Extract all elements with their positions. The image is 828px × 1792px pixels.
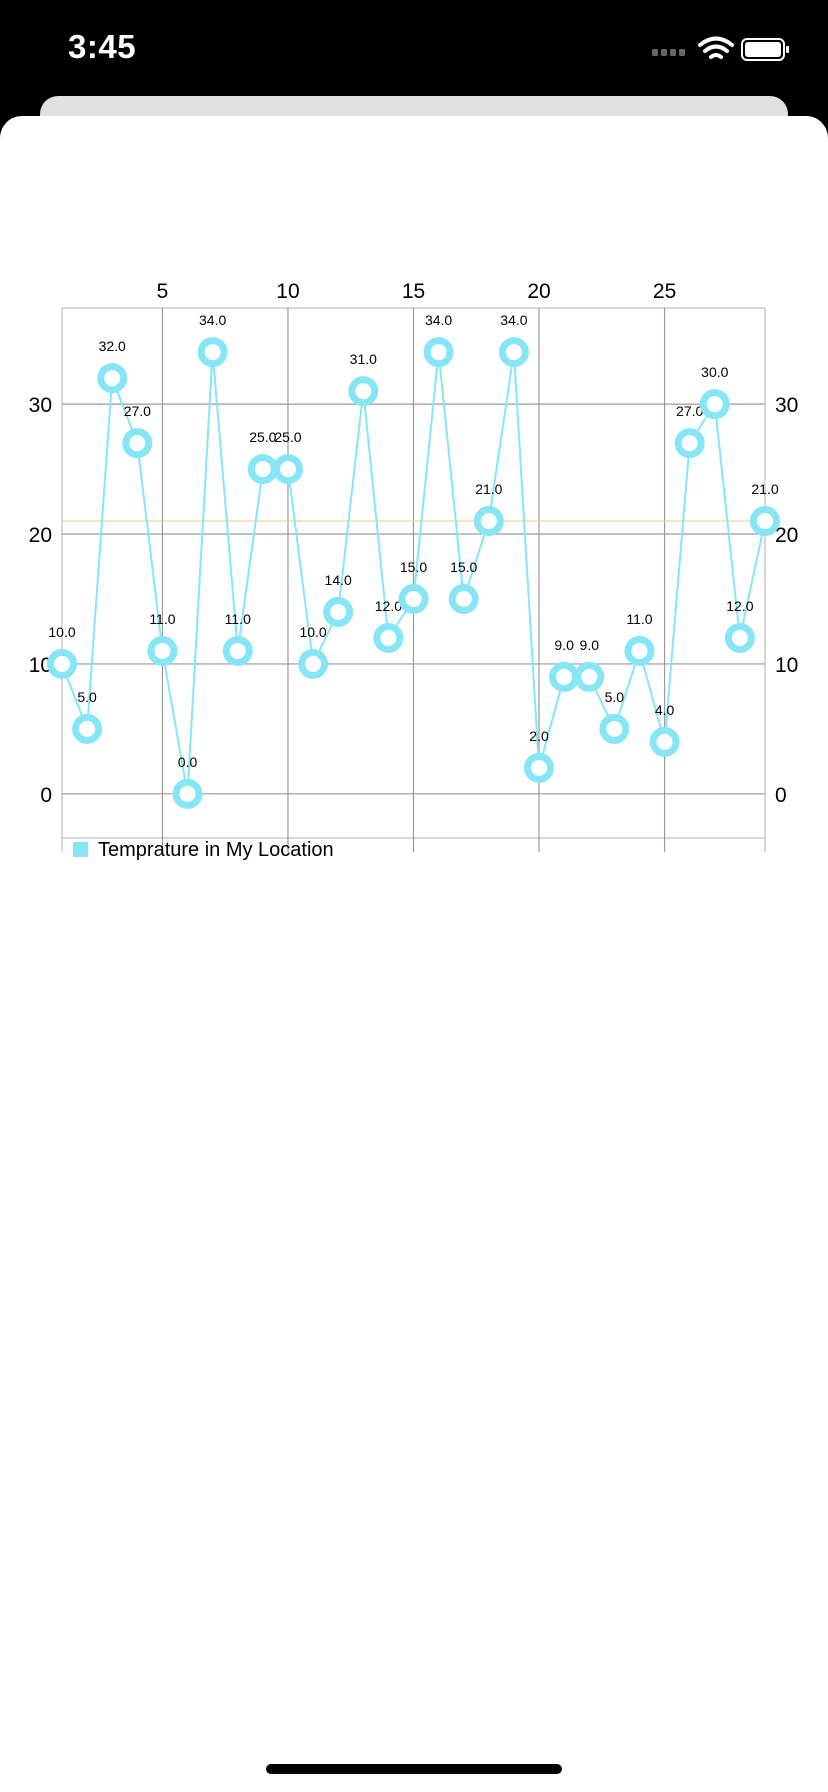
y-tick-label-left: 0 (40, 784, 52, 807)
data-point (247, 454, 278, 485)
data-value-label: 34.0 (425, 312, 452, 328)
data-value-label: 5.0 (605, 689, 625, 705)
data-value-label: 21.0 (751, 481, 778, 497)
data-value-label: 11.0 (626, 611, 652, 627)
data-point (373, 622, 404, 653)
data-value-label: 15.0 (400, 559, 427, 575)
data-value-label: 12.0 (375, 598, 402, 614)
data-value-label: 21.0 (475, 481, 502, 497)
data-value-label: 4.0 (655, 702, 675, 718)
y-tick-label-left: 30 (29, 394, 52, 417)
data-point (699, 389, 730, 420)
data-point (624, 635, 655, 666)
data-value-label: 11.0 (225, 611, 251, 627)
data-value-label: 34.0 (500, 312, 527, 328)
y-tick-label-left: 10 (29, 654, 52, 677)
status-time: 3:45 (68, 28, 137, 65)
data-value-label: 27.0 (676, 403, 703, 419)
data-value-label: 14.0 (325, 572, 352, 588)
data-point (524, 752, 555, 783)
data-value-label: 34.0 (199, 312, 226, 328)
home-indicator[interactable] (266, 1764, 562, 1774)
data-value-label: 27.0 (124, 403, 151, 419)
data-point (348, 376, 379, 407)
data-point (97, 363, 128, 394)
x-tick-label: 25 (653, 280, 676, 303)
data-point (47, 648, 77, 679)
x-tick-label: 5 (157, 280, 169, 303)
data-value-label: 25.0 (249, 429, 276, 445)
battery-icon (741, 38, 789, 61)
line-chart: 0 0 10 10 20 20 30 30 5 10 15 20 25 10.0 5.0 32.0 27.0 11… (29, 280, 799, 861)
chart-sheet: 0 0 10 10 20 20 30 30 5 10 15 20 25 10.0 5.0 32.0 27.0 11… (0, 116, 828, 1792)
data-value-label: 0.0 (178, 754, 198, 770)
data-value-label: 31.0 (350, 351, 377, 367)
legend-label: Temprature in My Location (98, 839, 334, 861)
data-value-label: 2.0 (529, 728, 549, 744)
y-tick-label-right: 10 (775, 654, 798, 677)
data-point (498, 337, 529, 368)
data-point (473, 506, 504, 537)
y-tick-label-right: 20 (775, 524, 798, 547)
data-point (724, 622, 755, 653)
status-icons (652, 36, 789, 61)
data-point (423, 337, 454, 368)
x-tick-label: 15 (402, 280, 425, 303)
data-point (574, 661, 605, 692)
data-value-label: 30.0 (701, 364, 728, 380)
data-value-label: 11.0 (149, 611, 175, 627)
data-point (222, 635, 253, 666)
y-tick-label-right: 0 (775, 784, 787, 807)
data-value-label: 15.0 (450, 559, 477, 575)
data-value-label: 25.0 (274, 429, 301, 445)
data-point (649, 726, 680, 757)
data-value-label: 9.0 (554, 637, 574, 653)
data-point (197, 337, 228, 368)
legend-swatch (73, 842, 88, 857)
data-point (398, 583, 429, 614)
data-point (323, 596, 354, 627)
wifi-icon (698, 36, 734, 59)
data-value-label: 32.0 (99, 338, 126, 354)
data-point (172, 778, 203, 809)
data-value-label: 9.0 (580, 637, 600, 653)
data-point (272, 454, 303, 485)
data-point (674, 428, 705, 459)
x-tick-label: 10 (276, 280, 299, 303)
y-tick-label-right: 30 (775, 394, 798, 417)
data-value-label: 12.0 (726, 598, 753, 614)
data-point (750, 506, 780, 537)
x-tick-label: 20 (527, 280, 550, 303)
data-point (72, 713, 103, 744)
y-tick-label-left: 20 (29, 524, 52, 547)
data-point (549, 661, 580, 692)
data-point (122, 428, 153, 459)
cellular-icon (652, 49, 685, 56)
status-bar: 3:45 (0, 0, 828, 100)
data-point (147, 635, 178, 666)
data-value-label: 5.0 (77, 689, 97, 705)
data-value-label: 10.0 (48, 624, 75, 640)
data-value-label: 10.0 (299, 624, 326, 640)
data-point (298, 648, 329, 679)
data-point (599, 713, 630, 744)
data-point (448, 583, 479, 614)
